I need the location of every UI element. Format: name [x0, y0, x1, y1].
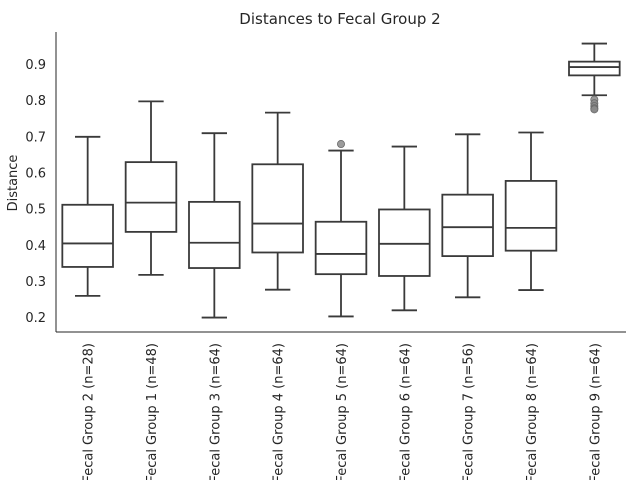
- y-tick-label: 0.3: [25, 275, 46, 290]
- interquartile-box: [568, 60, 621, 77]
- y-axis-label: Distance: [6, 155, 21, 212]
- y-tick-label: 0.6: [25, 166, 46, 181]
- box-plot-item: [314, 140, 368, 318]
- x-tick-label: Fecal Group 8 (n=64): [525, 343, 540, 480]
- interquartile-box: [378, 208, 431, 277]
- box-plot-item: [61, 135, 114, 297]
- outlier-point: [336, 140, 345, 149]
- x-tick-label: Fecal Group 2 (n=28): [82, 343, 97, 480]
- x-tick-label: Fecal Group 5 (n=64): [335, 343, 350, 480]
- box-plot-item: [378, 145, 431, 312]
- x-tick-label: Fecal Group 9 (n=64): [588, 343, 603, 480]
- y-tick-label: 0.4: [25, 239, 46, 254]
- outlier-point: [590, 105, 599, 114]
- box-series: [61, 42, 621, 319]
- x-tick-label: Fecal Group 3 (n=64): [208, 343, 223, 480]
- interquartile-box: [188, 200, 241, 269]
- y-tick-label: 0.5: [25, 203, 46, 218]
- x-tick-label: Fecal Group 6 (n=64): [398, 343, 413, 480]
- y-tick-label: 0.7: [25, 130, 46, 145]
- box-plot-item: [441, 133, 494, 299]
- interquartile-box: [314, 220, 368, 276]
- interquartile-box: [251, 163, 304, 254]
- y-tick-label: 0.9: [25, 58, 46, 73]
- x-tick-label: Fecal Group 1 (n=48): [145, 343, 160, 480]
- interquartile-box: [441, 193, 494, 257]
- interquartile-box: [504, 180, 558, 252]
- y-tick-label: 0.8: [25, 94, 46, 109]
- chart-title: Distances to Fecal Group 2: [239, 10, 440, 28]
- x-tick-label: Fecal Group 4 (n=64): [272, 343, 287, 480]
- x-tick-label: Fecal Group 7 (n=56): [462, 343, 477, 480]
- box-plot-item: [188, 132, 241, 319]
- interquartile-box: [61, 203, 114, 268]
- box-plot-item: [251, 111, 304, 291]
- box-plot-item: [568, 42, 621, 114]
- y-tick-label: 0.2: [25, 311, 46, 326]
- interquartile-box: [124, 161, 178, 233]
- box-plot-item: [504, 131, 558, 291]
- x-tick-labels: Fecal Group 2 (n=28) Fecal Group 1 (n=48)…: [82, 343, 604, 480]
- box-plot-item: [124, 100, 178, 276]
- y-tick-labels: 0.2 0.3 0.4 0.5 0.6 0.7 0.8 0.9: [25, 58, 46, 326]
